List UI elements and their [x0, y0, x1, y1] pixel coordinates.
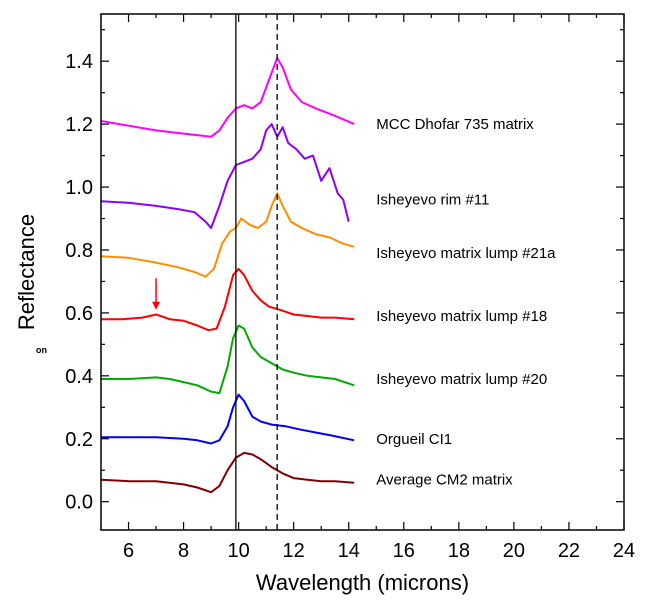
y-tick-label: 1.2: [65, 114, 93, 136]
plot-frame: [100, 13, 625, 531]
series-line-2: [100, 192, 355, 278]
stray-text: on: [36, 345, 47, 355]
x-axis-title: Wavelength (microns): [256, 570, 469, 595]
y-tick-label: 0.6: [65, 303, 93, 325]
y-tick-label: 1.0: [65, 177, 93, 199]
y-tick-label: 0.2: [65, 429, 93, 451]
series-label: Isheyevo rim #11: [376, 192, 489, 209]
series-line-4: [101, 324, 355, 395]
marker-arrow: [152, 278, 161, 310]
y-axis-title: Reflectance: [14, 214, 39, 330]
x-tick-label: 24: [613, 540, 635, 562]
y-tick-label: 0.8: [65, 240, 93, 262]
series-line-3: [101, 267, 355, 332]
series-line-1: [100, 123, 350, 229]
axis-ticks: 6 8 10 12 14 16 18 20 22 24 0.0 0.2 0.4 0.6 0.8 1.0 1.2 1…: [65, 14, 635, 562]
series-labels: MCC Dhofar 735 matrix Isheyevo rim #11 Ish…: [376, 116, 556, 489]
x-tick-label: 6: [123, 540, 134, 562]
series-line-5: [101, 393, 355, 445]
x-tick-label: 16: [393, 540, 415, 562]
arrow-head: [152, 301, 161, 310]
series-label: Average CM2 matrix: [376, 472, 513, 489]
x-tick-label: 18: [448, 540, 470, 562]
series-line-6: [100, 451, 355, 494]
reference-lines: [235, 14, 278, 530]
series-label: Isheyevo matrix lump #18: [376, 308, 547, 325]
x-tick-label: 20: [503, 540, 525, 562]
x-tick-label: 22: [558, 540, 580, 562]
x-tick-label: 10: [228, 540, 250, 562]
series-label: Orgueil CI1: [376, 431, 452, 448]
y-tick-label: 0.4: [65, 366, 93, 388]
series-label: MCC Dhofar 735 matrix: [376, 116, 534, 133]
series-lines: [100, 57, 355, 494]
x-tick-label: 14: [338, 540, 360, 562]
x-tick-label: 12: [283, 540, 305, 562]
series-label: Isheyevo matrix lump #20: [376, 371, 547, 388]
series-label: Isheyevo matrix lump #21a: [376, 245, 556, 262]
y-tick-label: 0.0: [65, 492, 93, 514]
y-tick-label: 1.4: [65, 51, 93, 73]
x-tick-label: 8: [178, 540, 189, 562]
series-line-0: [100, 57, 355, 138]
